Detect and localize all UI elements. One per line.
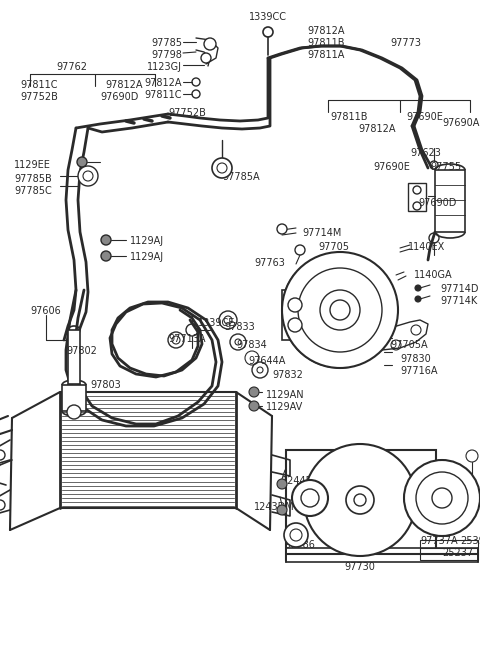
- Text: 1129AJ: 1129AJ: [130, 236, 164, 246]
- Circle shape: [288, 318, 302, 332]
- Text: 97752B: 97752B: [168, 108, 206, 118]
- Bar: [420, 540, 478, 560]
- Text: 1243DM: 1243DM: [254, 502, 295, 512]
- Circle shape: [304, 444, 416, 556]
- Text: 97833: 97833: [224, 322, 255, 332]
- Text: 97786: 97786: [284, 540, 315, 550]
- Text: 97737A: 97737A: [420, 536, 457, 546]
- Text: 1339CE: 1339CE: [198, 318, 235, 328]
- Text: 97830: 97830: [400, 354, 431, 364]
- Circle shape: [288, 298, 302, 312]
- Bar: [286, 450, 436, 560]
- Circle shape: [346, 486, 374, 514]
- Text: 1129AV: 1129AV: [266, 402, 303, 412]
- Text: 97811B: 97811B: [330, 112, 368, 122]
- Circle shape: [101, 235, 111, 245]
- Text: 97773: 97773: [390, 38, 421, 48]
- Text: 97832: 97832: [272, 370, 303, 380]
- Text: 97623: 97623: [410, 148, 441, 158]
- Text: 97690D: 97690D: [100, 92, 138, 102]
- Circle shape: [67, 405, 81, 419]
- Circle shape: [78, 166, 98, 186]
- Text: 97606: 97606: [31, 306, 61, 316]
- Text: 1140GA: 1140GA: [414, 270, 453, 280]
- Text: 97690E: 97690E: [373, 162, 410, 172]
- Text: 1129AJ: 1129AJ: [130, 252, 164, 262]
- Text: 1129EE: 1129EE: [14, 160, 51, 170]
- Circle shape: [249, 401, 259, 411]
- Circle shape: [404, 460, 480, 536]
- Text: 97785A: 97785A: [222, 172, 260, 182]
- Circle shape: [432, 488, 452, 508]
- Text: 97752B: 97752B: [20, 92, 58, 102]
- Circle shape: [201, 53, 211, 63]
- Text: 97705A: 97705A: [390, 340, 428, 350]
- Text: 97802: 97802: [67, 346, 97, 356]
- Bar: [68, 330, 80, 384]
- Text: 1123GJ: 1123GJ: [147, 62, 182, 72]
- Circle shape: [277, 505, 287, 515]
- Text: 97812A: 97812A: [144, 78, 182, 88]
- Text: 1244BG: 1244BG: [282, 476, 321, 486]
- Circle shape: [415, 296, 421, 302]
- Text: 97811A: 97811A: [307, 50, 344, 60]
- Text: 97785C: 97785C: [14, 186, 52, 196]
- Text: 97812A: 97812A: [358, 124, 396, 134]
- Text: 97755: 97755: [430, 162, 461, 172]
- Text: 97812A: 97812A: [307, 26, 345, 36]
- Text: 97785: 97785: [151, 38, 182, 48]
- Circle shape: [282, 252, 398, 368]
- Circle shape: [249, 387, 259, 397]
- Text: 97812A: 97812A: [105, 80, 143, 90]
- Text: 97803: 97803: [90, 380, 121, 390]
- Text: 97705: 97705: [318, 242, 349, 252]
- Text: 97798: 97798: [151, 50, 182, 60]
- Text: 97730: 97730: [345, 562, 375, 572]
- Circle shape: [320, 290, 360, 330]
- Circle shape: [292, 480, 328, 516]
- Text: 97735: 97735: [334, 542, 365, 552]
- Circle shape: [277, 224, 287, 234]
- Circle shape: [415, 285, 421, 291]
- Circle shape: [77, 157, 87, 167]
- Circle shape: [204, 38, 216, 50]
- Text: 97811B: 97811B: [307, 38, 345, 48]
- Text: 97690D: 97690D: [418, 198, 456, 208]
- Text: 97811C: 97811C: [20, 80, 58, 90]
- Circle shape: [212, 158, 232, 178]
- Text: 97834: 97834: [236, 340, 267, 350]
- Text: 97690A: 97690A: [442, 118, 480, 128]
- Text: 97714M: 97714M: [302, 228, 341, 238]
- Text: 97763: 97763: [254, 258, 285, 268]
- Text: 1129AN: 1129AN: [266, 390, 305, 400]
- Text: 97762: 97762: [57, 62, 87, 72]
- Bar: [408, 183, 426, 211]
- Circle shape: [101, 251, 111, 261]
- Bar: [62, 385, 86, 411]
- Text: 97644A: 97644A: [248, 356, 286, 366]
- Bar: [282, 290, 342, 340]
- Text: 97716A: 97716A: [400, 366, 437, 376]
- Text: 25393: 25393: [460, 536, 480, 546]
- Text: 1339CC: 1339CC: [249, 12, 287, 22]
- Bar: [286, 548, 478, 562]
- Circle shape: [277, 479, 287, 489]
- Text: 97713A: 97713A: [168, 334, 205, 344]
- Text: 97690E: 97690E: [406, 112, 443, 122]
- Text: 1140EX: 1140EX: [408, 242, 445, 252]
- Circle shape: [284, 523, 308, 547]
- Text: 25237: 25237: [442, 548, 473, 558]
- Text: 97811C: 97811C: [144, 90, 182, 100]
- Bar: [435, 170, 465, 232]
- Text: 97714D: 97714D: [440, 284, 479, 294]
- Text: 97785B: 97785B: [14, 174, 52, 184]
- Text: 97714K: 97714K: [440, 296, 477, 306]
